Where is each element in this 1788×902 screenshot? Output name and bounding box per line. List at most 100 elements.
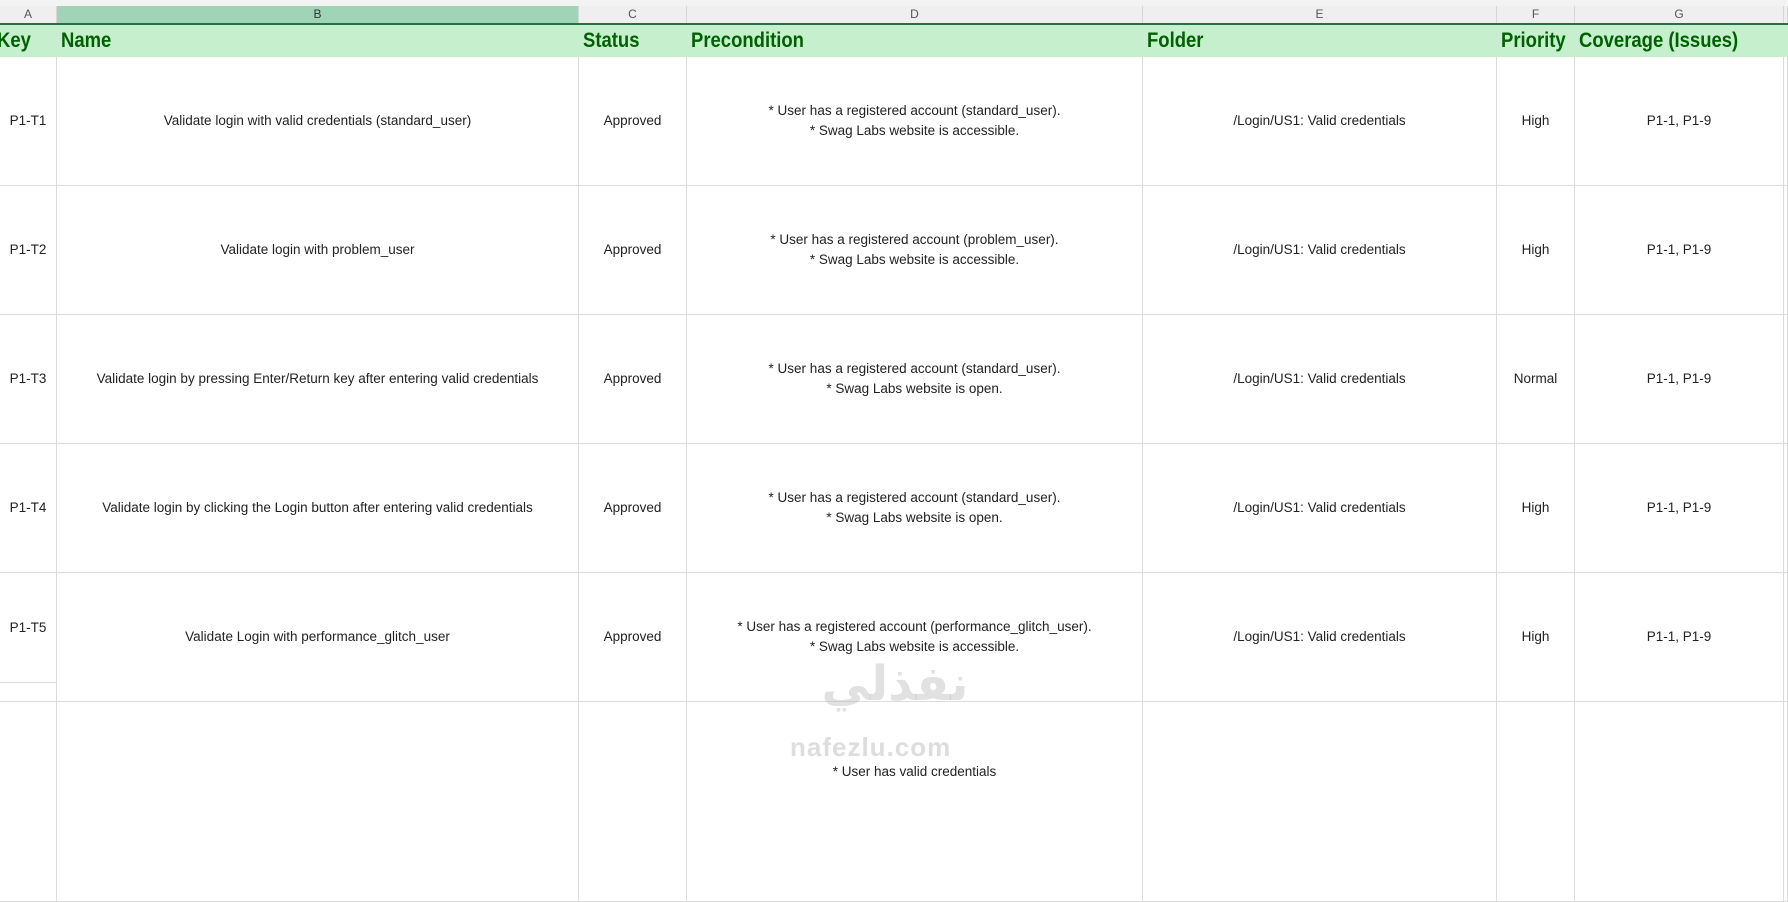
column-header-f[interactable]: F [1497, 6, 1575, 23]
cell-h[interactable] [1784, 444, 1788, 573]
header-folder[interactable]: Folder [1147, 29, 1204, 52]
column-header-g[interactable]: G [1575, 6, 1784, 23]
cell-coverage[interactable]: P1-1, P1-9 [1575, 573, 1784, 702]
cell-priority-text: High [1521, 113, 1550, 128]
cell-coverage-text: P1-1, P1-9 [1646, 500, 1712, 515]
column-header-e[interactable]: E [1143, 6, 1497, 23]
cell-status[interactable]: Approved [579, 57, 687, 186]
cell-partial[interactable] [1143, 702, 1497, 902]
cell-key-text: P1-T2 [9, 242, 47, 257]
cell-folder[interactable]: /Login/US1: Valid credentials [1143, 57, 1497, 186]
column-header-b[interactable]: B [57, 6, 579, 23]
cell-coverage[interactable]: P1-1, P1-9 [1575, 315, 1784, 444]
cell-precondition-text: * User has a registered account (standar… [768, 103, 1061, 118]
cell-partial[interactable]: * User has valid credentials [687, 702, 1143, 902]
cell-coverage[interactable]: P1-1, P1-9 [1575, 444, 1784, 573]
cell-precondition[interactable]: * User has a registered account (perform… [687, 573, 1143, 702]
cell-priority-text: High [1521, 629, 1550, 644]
cell-precondition[interactable]: * User has a registered account (problem… [687, 186, 1143, 315]
header-status[interactable]: Status [583, 29, 640, 52]
cell-precondition-text: * User has a registered account (problem… [770, 232, 1059, 247]
cell-folder-text: /Login/US1: Valid credentials [1233, 629, 1406, 644]
cell-precondition-text: * Swag Labs website is accessible. [809, 123, 1020, 138]
column-header-a[interactable]: A [0, 6, 57, 23]
cell-status[interactable]: Approved [579, 573, 687, 702]
column-header-c[interactable]: C [579, 6, 687, 23]
cell-priority[interactable]: High [1497, 444, 1575, 573]
cell-coverage[interactable]: P1-1, P1-9 [1575, 186, 1784, 315]
header-row [0, 25, 1788, 57]
header-precondition[interactable]: Precondition [691, 29, 804, 52]
cell-priority[interactable]: High [1497, 57, 1575, 186]
cell-name[interactable]: Validate login with valid credentials (s… [57, 57, 579, 186]
header-priority[interactable]: Priority [1501, 29, 1566, 52]
cell-folder[interactable]: /Login/US1: Valid credentials [1143, 315, 1497, 444]
cell-priority-text: High [1521, 242, 1550, 257]
cell-coverage-text: P1-1, P1-9 [1646, 242, 1712, 257]
cell-priority[interactable]: High [1497, 186, 1575, 315]
cell-key[interactable]: P1-T3 [0, 315, 57, 444]
column-header-d[interactable]: D [687, 6, 1143, 23]
cell-name-text: Validate login with valid credentials (s… [163, 113, 472, 128]
cell-folder-text: /Login/US1: Valid credentials [1233, 500, 1406, 515]
cell-partial[interactable] [1497, 702, 1575, 902]
header-coverage-issues[interactable]: Coverage (Issues) [1579, 29, 1739, 52]
cell-status-text: Approved [603, 113, 662, 128]
cell-folder[interactable]: /Login/US1: Valid credentials [1143, 573, 1497, 702]
cell-key-empty[interactable] [0, 683, 57, 702]
cell-key-text: P1-T3 [9, 371, 47, 386]
header-key[interactable]: Key [0, 29, 31, 52]
cell-partial[interactable] [1784, 702, 1788, 902]
cell-priority-text: Normal [1513, 371, 1558, 386]
cell-key[interactable]: P1-T4 [0, 444, 57, 573]
cell-folder[interactable]: /Login/US1: Valid credentials [1143, 186, 1497, 315]
cell-precondition-text: * User has a registered account (perform… [737, 619, 1092, 634]
cell-precondition-text: * User has a registered account (standar… [768, 361, 1061, 376]
cell-partial[interactable] [1575, 702, 1784, 902]
cell-status[interactable]: Approved [579, 186, 687, 315]
cell-folder-text: /Login/US1: Valid credentials [1233, 371, 1406, 386]
cell-partial[interactable] [57, 702, 579, 902]
cell-status[interactable]: Approved [579, 444, 687, 573]
cell-h[interactable] [1784, 186, 1788, 315]
cell-name[interactable]: Validate login by clicking the Login but… [57, 444, 579, 573]
cell-partial[interactable] [579, 702, 687, 902]
cell-precondition[interactable]: * User has a registered account (standar… [687, 444, 1143, 573]
cell-key[interactable]: P1-T5 [0, 573, 57, 683]
cell-status-text: Approved [603, 500, 662, 515]
cell-name[interactable]: Validate login with problem_user [57, 186, 579, 315]
header-name[interactable]: Name [61, 29, 112, 52]
cell-name[interactable]: Validate Login with performance_glitch_u… [57, 573, 579, 702]
cell-h[interactable] [1784, 57, 1788, 186]
cell-coverage-text: P1-1, P1-9 [1646, 113, 1712, 128]
cell-status-text: Approved [603, 629, 662, 644]
cell-precondition[interactable]: * User has a registered account (standar… [687, 315, 1143, 444]
cell-priority[interactable]: High [1497, 573, 1575, 702]
cell-coverage-text: P1-1, P1-9 [1646, 629, 1712, 644]
cell-name-text: Validate Login with performance_glitch_u… [185, 629, 450, 644]
cell-folder[interactable]: /Login/US1: Valid credentials [1143, 444, 1497, 573]
cell-name-text: Validate login by clicking the Login but… [102, 500, 533, 515]
cell-h[interactable] [1784, 573, 1788, 702]
cell-folder-text: /Login/US1: Valid credentials [1233, 242, 1406, 257]
cell-coverage[interactable]: P1-1, P1-9 [1575, 57, 1784, 186]
cell-status[interactable]: Approved [579, 315, 687, 444]
cell-coverage-text: P1-1, P1-9 [1646, 371, 1712, 386]
column-header-h[interactable] [1784, 6, 1788, 23]
cell-precondition-text: * User has a registered account (standar… [768, 490, 1061, 505]
cell-precondition-text: * Swag Labs website is open. [826, 510, 1003, 525]
cell-h[interactable] [1784, 315, 1788, 444]
cell-key[interactable]: P1-T1 [0, 57, 57, 186]
cell-name[interactable]: Validate login by pressing Enter/Return … [57, 315, 579, 444]
cell-partial[interactable] [0, 702, 57, 902]
cell-partial-text: * User has valid credentials [832, 764, 997, 779]
cell-name-text: Validate login by pressing Enter/Return … [96, 371, 539, 386]
cell-priority[interactable]: Normal [1497, 315, 1575, 444]
header-divider [0, 23, 1788, 25]
cell-priority-text: High [1521, 500, 1550, 515]
cell-precondition-text: * Swag Labs website is open. [826, 381, 1003, 396]
cell-precondition[interactable]: * User has a registered account (standar… [687, 57, 1143, 186]
cell-status-text: Approved [603, 371, 662, 386]
cell-key[interactable]: P1-T2 [0, 186, 57, 315]
cell-precondition-text: * Swag Labs website is accessible. [809, 639, 1020, 654]
